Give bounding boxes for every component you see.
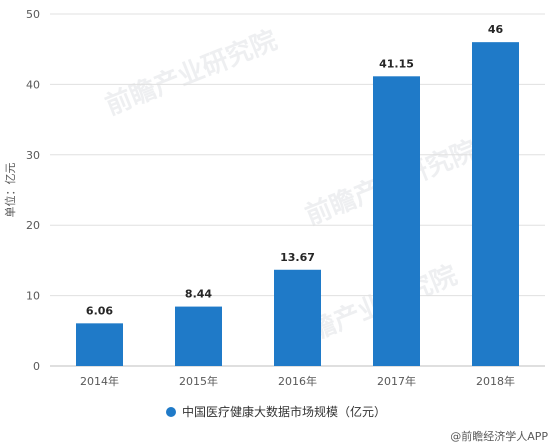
- credit-text: @前瞻经济学人APP: [450, 429, 548, 443]
- bar: [472, 42, 519, 366]
- y-axis-label: 单位：亿元: [3, 163, 17, 218]
- data-label: 13.67: [280, 251, 315, 264]
- bar: [274, 269, 321, 366]
- y-tick-label: 30: [26, 149, 40, 162]
- y-tick-label: 40: [26, 78, 40, 91]
- bar: [373, 76, 420, 366]
- y-tick-label: 20: [26, 219, 40, 232]
- x-tick-label: 2015年: [179, 374, 218, 388]
- y-tick-label: 10: [26, 290, 40, 303]
- y-tick-label: 0: [33, 360, 40, 373]
- data-label: 6.06: [86, 304, 113, 317]
- data-label: 41.15: [379, 57, 414, 70]
- watermark-1: 前瞻产业研究院: [101, 25, 281, 122]
- gridlines: [50, 13, 545, 367]
- x-tick-labels: 2014年 2015年 2016年 2017年 2018年: [80, 374, 515, 388]
- x-tick-label: 2014年: [80, 374, 119, 388]
- x-tick-label: 2016年: [278, 374, 317, 388]
- data-label: 46: [488, 23, 504, 36]
- data-label: 8.44: [185, 288, 212, 301]
- y-tick-label: 50: [26, 8, 40, 21]
- legend-marker: [166, 407, 176, 417]
- bars: [76, 42, 519, 366]
- x-tick-label: 2017年: [377, 374, 416, 388]
- y-tick-labels: 0 10 20 30 40 50: [26, 8, 40, 373]
- bar: [175, 306, 222, 366]
- x-tick-label: 2018年: [476, 374, 515, 388]
- bar: [76, 323, 123, 366]
- data-labels: 6.06 8.44 13.67 41.15 46: [86, 23, 504, 317]
- legend: 中国医疗健康大数据市场规模（亿元）: [166, 404, 386, 419]
- legend-label: 中国医疗健康大数据市场规模（亿元）: [182, 404, 386, 419]
